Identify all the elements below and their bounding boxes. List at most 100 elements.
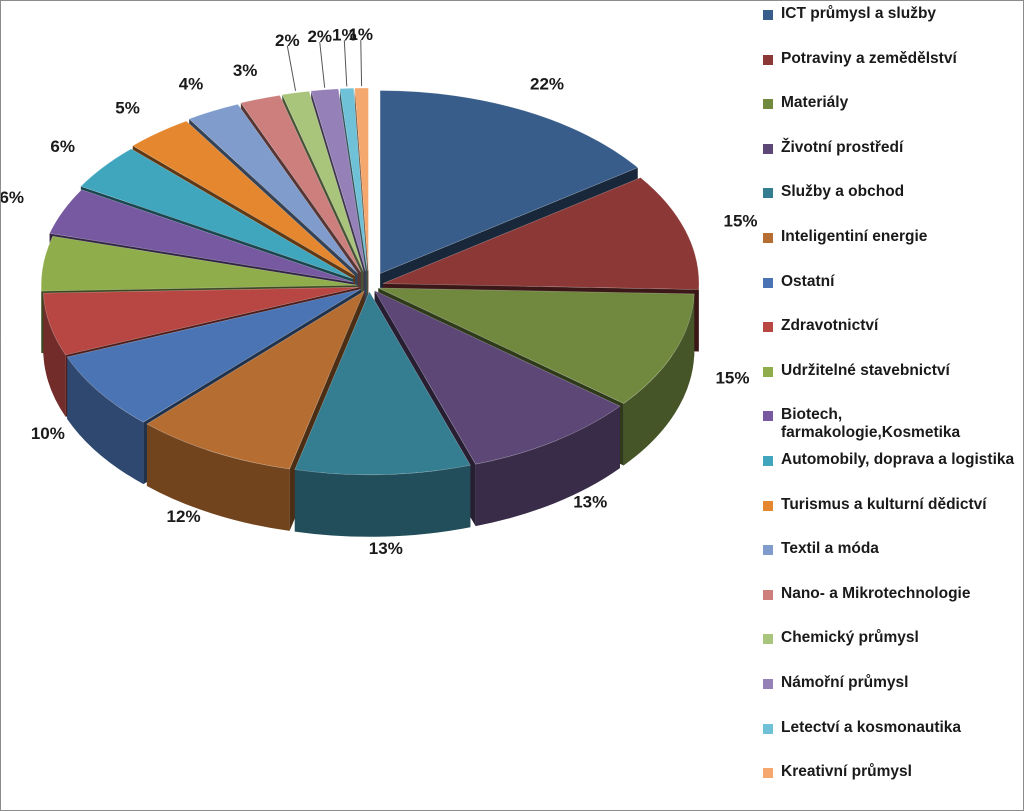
legend-item: Textil a móda bbox=[763, 540, 1021, 558]
data-label-13: 4% bbox=[179, 74, 204, 93]
data-label-11: 6% bbox=[50, 137, 75, 156]
legend-item: Biotech, farmakologie,Kosmetika bbox=[763, 406, 1021, 442]
slice-side-6 bbox=[146, 423, 290, 531]
slice-14 bbox=[240, 95, 362, 273]
legend-label: Letectví a kosmonautika bbox=[781, 718, 962, 736]
legend-label: Kreativní průmysl bbox=[781, 763, 912, 781]
data-label-10: 6% bbox=[1, 188, 24, 207]
data-label-14: 3% bbox=[233, 61, 258, 80]
legend-swatch bbox=[763, 500, 773, 511]
legend-label: Zdravotnictví bbox=[781, 317, 879, 335]
slice-side-7 bbox=[67, 356, 144, 485]
legend-swatch bbox=[763, 233, 773, 243]
data-label-18: 1% bbox=[348, 25, 373, 44]
slice-17 bbox=[339, 87, 368, 272]
data-label-15: 2% bbox=[275, 31, 300, 50]
legend-item: Kreativní průmysl bbox=[763, 763, 1021, 781]
legend-swatch bbox=[763, 54, 773, 65]
legend-item: Turismus a kulturní dědictví bbox=[763, 496, 1021, 514]
data-label-12: 5% bbox=[115, 99, 140, 118]
slice-1 bbox=[379, 90, 639, 274]
data-label-7: 10% bbox=[31, 424, 65, 443]
legend-swatch bbox=[763, 768, 773, 779]
slice-13 bbox=[188, 103, 359, 274]
legend-swatch bbox=[763, 456, 773, 466]
slice-15 bbox=[281, 90, 364, 272]
legend-swatch bbox=[763, 10, 773, 20]
slice-2 bbox=[382, 177, 700, 290]
legend-label: Chemický průmysl bbox=[781, 629, 919, 647]
legend-item: Zdravotnictví bbox=[763, 317, 1021, 335]
legend-swatch bbox=[763, 188, 773, 199]
legend-label: Námořní průmysl bbox=[781, 674, 909, 691]
data-label-5: 13% bbox=[369, 539, 403, 558]
legend-label: Materiály bbox=[781, 94, 849, 112]
leader-line-15 bbox=[286, 45, 297, 91]
legend-item: Nano- a Mikrotechnologie bbox=[763, 585, 1021, 603]
slice-11 bbox=[80, 148, 354, 280]
legend-label: Ostatní bbox=[781, 272, 835, 290]
data-label-1: 22% bbox=[530, 74, 564, 93]
legend-label: ICT průmysl a služby bbox=[781, 5, 937, 22]
legend-label: Udržitelné stavebnictví bbox=[781, 361, 950, 379]
data-label-6: 12% bbox=[167, 507, 201, 526]
legend-swatch bbox=[763, 589, 773, 600]
legend-swatch bbox=[763, 143, 773, 154]
legend-item: ICT průmysl a služby bbox=[763, 5, 1021, 23]
data-label-3: 15% bbox=[715, 369, 749, 388]
leader-line-16 bbox=[319, 42, 326, 88]
slice-7 bbox=[66, 288, 361, 423]
slice-18 bbox=[354, 87, 369, 271]
legend-label: Inteligentiní energie bbox=[781, 228, 928, 245]
legend-item: Životní prostředí bbox=[763, 139, 1021, 157]
legend-item: Služby a obchod bbox=[763, 183, 1021, 201]
leader-line-17 bbox=[343, 40, 348, 87]
data-label-4: 13% bbox=[573, 492, 607, 511]
slice-side-5 bbox=[294, 465, 471, 537]
legend-swatch bbox=[763, 322, 773, 333]
legend-item: Chemický průmysl bbox=[763, 629, 1021, 647]
legend-item: Udržitelné stavebnictví bbox=[763, 362, 1021, 380]
legend-item: Námořní průmysl bbox=[763, 674, 1021, 692]
legend-label: Turismus a kulturní dědictví bbox=[781, 495, 987, 513]
legend-label: Biotech, farmakologie,Kosmetika bbox=[781, 406, 961, 442]
legend-item: Automobily, doprava a logistika bbox=[763, 451, 1021, 469]
legend-label: Služby a obchod bbox=[781, 183, 905, 201]
data-label-2: 15% bbox=[724, 211, 758, 230]
slice-3 bbox=[378, 287, 695, 404]
legend-label: Životní prostředí bbox=[781, 138, 904, 156]
legend-label: Nano- a Mikrotechnologie bbox=[781, 584, 971, 602]
legend-label: Automobily, doprava a logistika bbox=[781, 451, 1015, 468]
slice-16 bbox=[310, 88, 366, 272]
legend-item: Potraviny a zemědělství bbox=[763, 50, 1021, 68]
leader-line-18 bbox=[360, 40, 363, 87]
legend-swatch bbox=[763, 545, 773, 556]
legend-label: Textil a móda bbox=[781, 540, 879, 558]
legend-item: Materiály bbox=[763, 94, 1021, 112]
slice-8 bbox=[43, 286, 360, 356]
legend-item: Inteligentiní energie bbox=[763, 228, 1021, 246]
legend-label: Potraviny a zemědělství bbox=[781, 49, 957, 67]
legend-swatch bbox=[763, 411, 773, 422]
legend-item: Letectví a kosmonautika bbox=[763, 719, 1021, 737]
legend-swatch bbox=[763, 634, 773, 645]
legend-swatch bbox=[763, 723, 773, 734]
slice-10 bbox=[49, 189, 355, 283]
slice-side-8 bbox=[43, 293, 66, 417]
legend-swatch bbox=[763, 99, 773, 110]
slice-side-3 bbox=[623, 293, 695, 466]
slice-side-4 bbox=[475, 406, 620, 527]
slice-6 bbox=[146, 290, 365, 470]
legend-swatch bbox=[763, 366, 773, 377]
data-label-17: 1% bbox=[332, 26, 357, 45]
data-label-16: 2% bbox=[307, 27, 332, 46]
slice-12 bbox=[132, 120, 356, 277]
slice-9 bbox=[40, 235, 358, 292]
legend-item: Ostatní bbox=[763, 273, 1021, 291]
legend-swatch bbox=[763, 277, 773, 288]
slice-5 bbox=[294, 291, 471, 476]
slice-4 bbox=[373, 290, 621, 465]
legend-swatch bbox=[763, 679, 773, 689]
